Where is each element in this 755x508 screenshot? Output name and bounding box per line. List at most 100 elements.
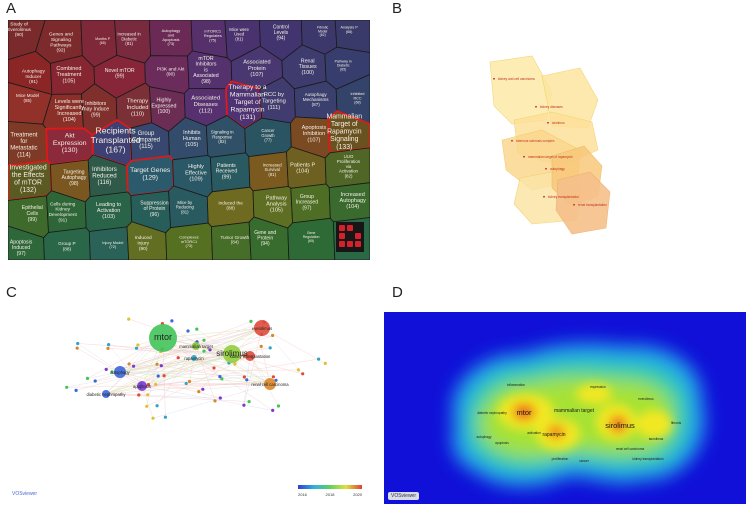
treemap-cell-label: Apoptosis Induced (97) [10, 240, 33, 257]
treemap-cell-label: Gene and Protein (94) [254, 230, 276, 247]
treemap-cell-label: Study of Everolimus (90) [8, 22, 32, 39]
network-edge [119, 371, 274, 377]
panel-b-cluster-map: kidney and cell carcinoma kidney diseases… [402, 20, 747, 260]
panel-a-voronoi-treemap: Study of Everolimus (90) Genes and Signaling… [8, 20, 370, 260]
treemap-cell-label: Levels were Significantly Increased (104) [55, 99, 85, 123]
heatmap-label: expression [590, 385, 606, 389]
treemap-cell-label: Associated Diseases (112) [191, 95, 220, 114]
network-node [271, 408, 275, 412]
network-edge [161, 365, 271, 385]
network-node [176, 356, 180, 360]
network-node [271, 333, 275, 338]
network-edge [141, 385, 273, 411]
treemap-cell-label: Mammalian Target of Rapamycin Signaling (133… [326, 113, 362, 150]
treemap-cell-label: Autophagy Mechanisms (87) [303, 92, 329, 107]
network-node [65, 385, 69, 389]
network-node [155, 404, 159, 408]
cluster-label: kidney and cell carcinoma [498, 77, 535, 81]
treemap-cell-label: Novel mTOR (99) [105, 68, 135, 80]
network-edge [193, 357, 245, 378]
cluster-point [545, 167, 547, 170]
network-node [74, 388, 78, 392]
network-node [136, 343, 140, 347]
network-node [137, 393, 141, 397]
heatmap-label: everolimus [638, 397, 654, 401]
treemap-cell-label: Patients P (104) [290, 163, 315, 175]
treemap-cell-label: Inhibits Human (105) [183, 130, 201, 148]
network-node [132, 364, 136, 368]
treemap-cell-label: Highly Expressed (100) [151, 98, 176, 116]
treemap-cell-label: RCC by Targeting (111) [262, 92, 286, 111]
treemap-cell-label: Mice were Used (81) [229, 27, 249, 42]
network-edge [119, 321, 252, 373]
treemap-cell-label: Mice by Reducing (81) [176, 200, 195, 215]
network-node [110, 370, 114, 374]
heatmap-label: mtor [517, 408, 533, 417]
network-node [323, 361, 327, 365]
treemap-cell [334, 20, 370, 54]
network-node [242, 375, 246, 379]
cluster-point [511, 139, 513, 142]
panel-label-c: C [6, 284, 17, 301]
network-edge [195, 345, 216, 401]
network-node [186, 329, 190, 333]
treemap-cell-label: Induced the (88) [218, 200, 243, 210]
network-edge [105, 357, 179, 395]
treemap-cell-label: Associated Protein (107) [243, 60, 270, 78]
treemap-cell-label: Inhibitors may Induce (99) [82, 101, 109, 119]
density-heatmap-svg: mtor mammalian target rapamycin sirolimus ev… [452, 343, 705, 487]
network-node [170, 319, 174, 323]
network-node [114, 366, 126, 378]
network-edge [105, 393, 250, 402]
network-node [218, 375, 222, 379]
network-node [296, 368, 300, 372]
network-node [155, 362, 159, 366]
treemap-cell-label: Increased Survival (81) [263, 162, 282, 177]
network-node [159, 364, 163, 368]
heatmap-label: fibrosis [671, 421, 682, 425]
treemap-cell-label: Leading to Activation (103) [96, 202, 121, 220]
panel-label-b: B [392, 0, 403, 17]
treemap-cell-label: Increased in Diabetic (81) [117, 32, 141, 47]
network-edge [105, 327, 263, 395]
network-node [163, 415, 167, 419]
network-edge [119, 371, 221, 399]
network-node [208, 348, 212, 352]
network-node [154, 382, 158, 386]
treemap-cell-label: mTOR Inhibitors is Associated (98) [193, 56, 218, 85]
panel-label-d: D [392, 284, 403, 301]
cluster-label: mammalian target of rapamycin [528, 155, 573, 159]
legend-tick: 2016 [298, 492, 307, 497]
network-node [93, 379, 97, 383]
cluster-label: autophagy [550, 167, 565, 171]
heatmap-label: mammalian target [554, 408, 595, 414]
network-node [127, 317, 131, 321]
treemap-cell-label: Inhibitors Reduced (116) [92, 166, 117, 186]
treemap-cell-label: Akt Expression (130) [53, 132, 87, 154]
treemap-cell-label: Group P (88) [58, 241, 75, 251]
treemap-cell-label: Mice Model (85) [16, 93, 39, 103]
treemap-cell-label: Patients Received (99) [216, 163, 238, 181]
treemap-cell-label: PI3K and Akt (90) [157, 66, 185, 77]
network-node [220, 377, 224, 381]
network-node [149, 324, 177, 352]
cluster-point [543, 195, 545, 198]
treemap-cell-label: Therapy to a Mammalian Target of Rapamycin(… [228, 84, 266, 121]
cluster-label: tuberous sclerosis complex [516, 139, 555, 143]
network-edge [66, 383, 271, 388]
treemap-cell-label: Treatment for Metastatic (114) [10, 133, 38, 159]
network-node [268, 346, 272, 350]
network-node [301, 372, 305, 376]
network-node-label: renal cell carcinoma [251, 382, 289, 387]
network-node [191, 355, 197, 361]
treemap-cell-label: Autophagy Inducer (91) [22, 69, 46, 86]
cluster-label: sirolimus [552, 121, 565, 125]
network-node [245, 351, 255, 361]
network-node [146, 393, 150, 397]
network-node-label: sirolimus [216, 349, 248, 358]
network-node [264, 378, 276, 390]
network-node [162, 374, 166, 378]
heatmap-label: proliferation [552, 457, 569, 461]
heatmap-label: renal cell carcinoma [616, 447, 645, 451]
network-node [75, 346, 79, 350]
